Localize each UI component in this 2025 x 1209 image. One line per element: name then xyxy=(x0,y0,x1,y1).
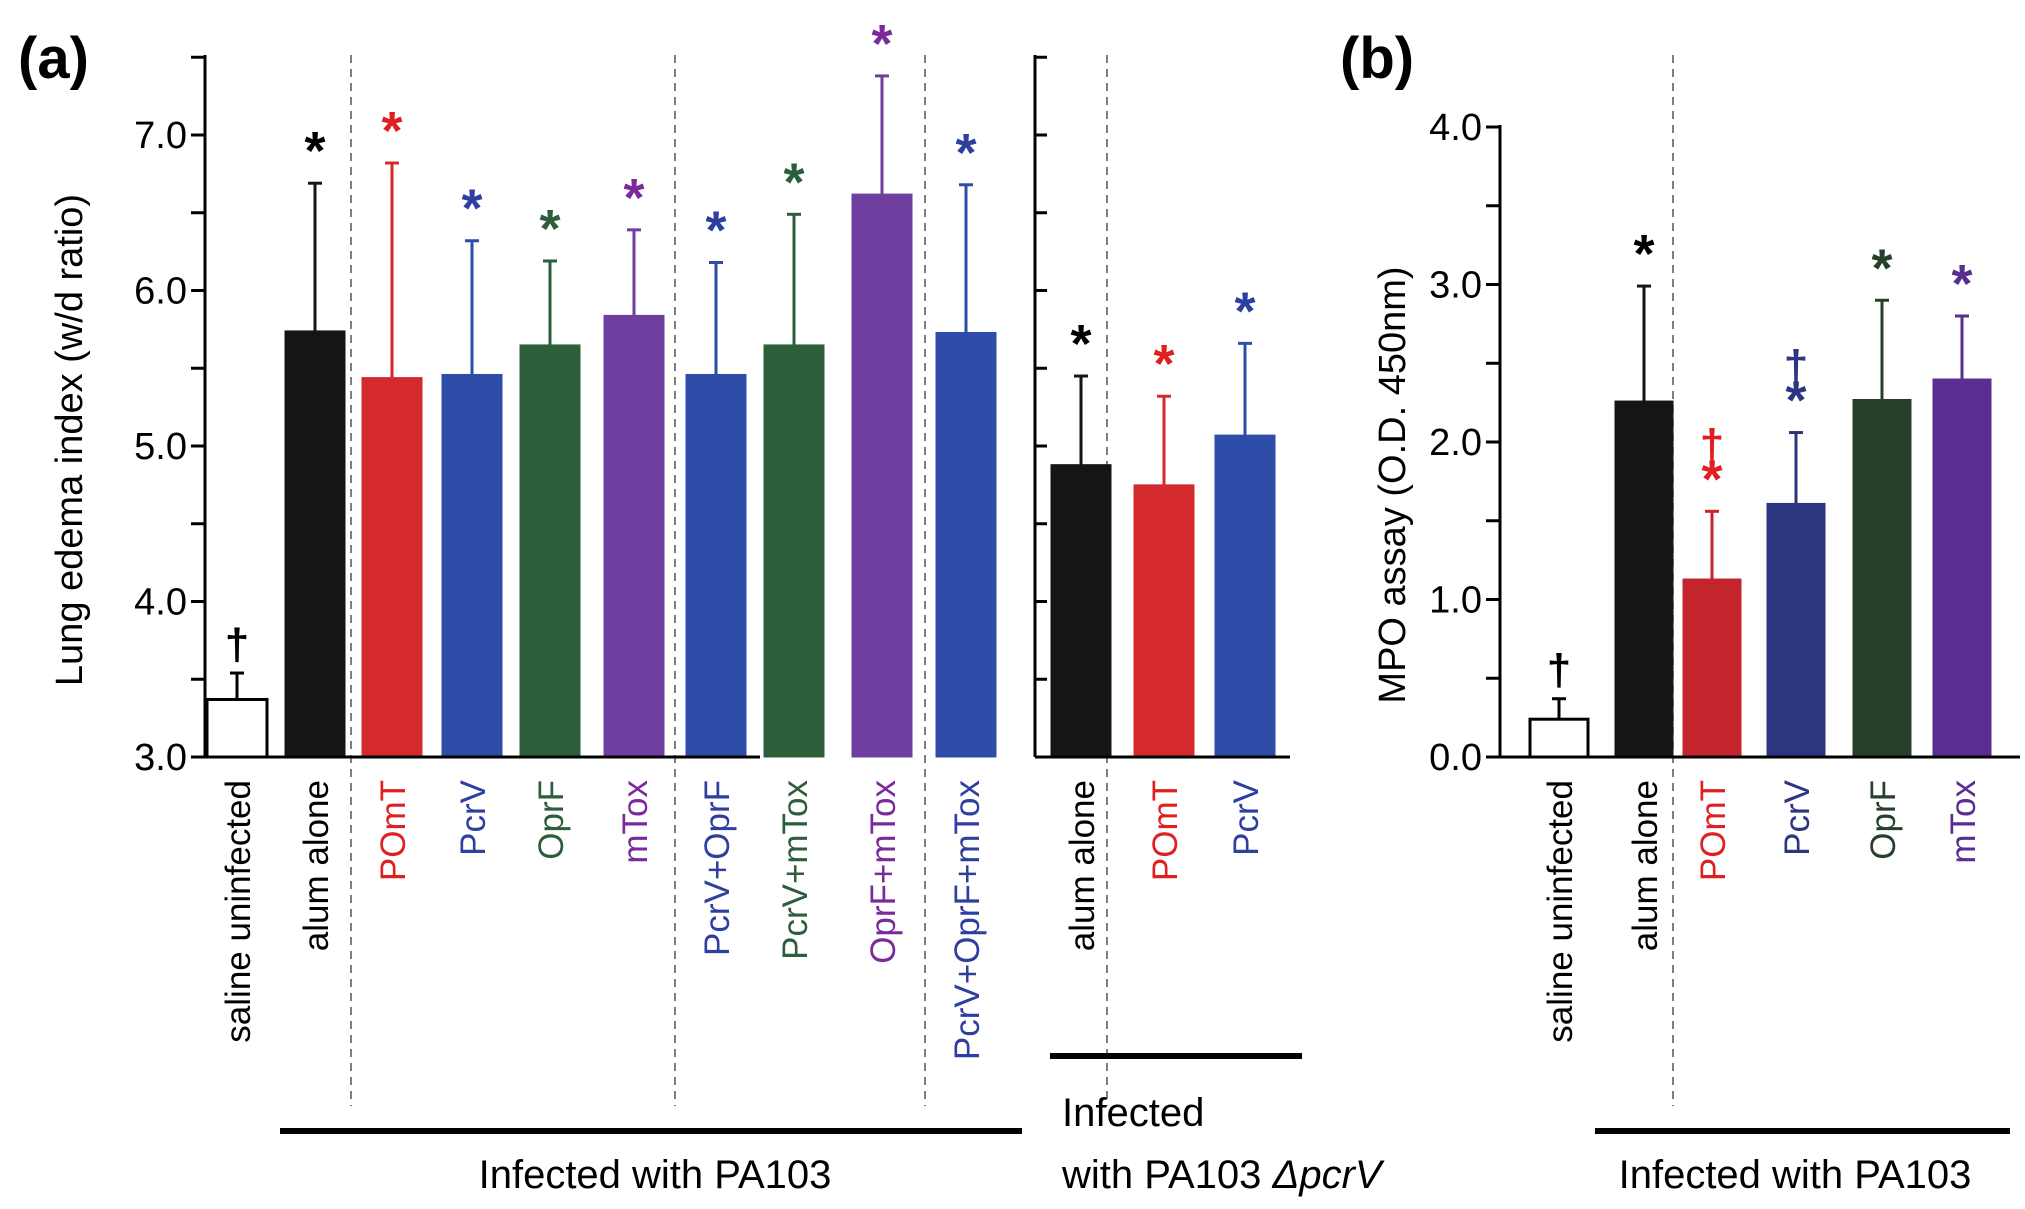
panel-a-bar xyxy=(284,330,346,758)
panel-a-significance-marker: * xyxy=(705,201,726,261)
panel-b-y-tick-label: 0.0 xyxy=(1429,737,1482,779)
panel-b-bar xyxy=(1614,400,1674,758)
panel-a-category-label: PcrV+OprF xyxy=(698,780,737,956)
panel-a-category-label: mTox xyxy=(616,780,655,864)
panel-b-significance-marker: * xyxy=(1951,254,1972,314)
panel-b-category-label: POmT xyxy=(1694,780,1733,881)
panel-b-y-tick-label: 2.0 xyxy=(1429,422,1482,464)
panel-a-dagger-marker: † xyxy=(225,620,249,669)
panel-a-category-label: PcrV xyxy=(1227,779,1266,856)
panel-a-category-label: alum alone xyxy=(297,780,336,951)
panel-b-plot: †saline uninfected*alum alone*†POmT*†Pcr… xyxy=(1429,55,2020,1106)
panel-a-bar xyxy=(1214,434,1276,758)
panel-a-category-label: PcrV+mTox xyxy=(776,780,815,960)
panel-a-significance-marker: * xyxy=(381,101,402,161)
panel-a-category-label: POmT xyxy=(374,780,413,881)
panel-a-category-label: PcrV+OprF+mTox xyxy=(948,780,987,1061)
panel-a-category-label: OprF xyxy=(532,780,571,860)
panel-b-bar xyxy=(1932,378,1992,758)
panel-b-bar xyxy=(1528,717,1590,759)
panel-a-bar xyxy=(441,373,503,758)
panel-b-dagger-marker: † xyxy=(1547,646,1571,695)
panel-b-significance-marker: * xyxy=(1871,238,1892,298)
panel-b-dagger-marker: † xyxy=(1784,342,1808,391)
panel-a-bar xyxy=(205,697,269,759)
panel-a-significance-marker: * xyxy=(1070,314,1091,374)
panel-a-category-label: alum alone xyxy=(1063,780,1102,951)
panel-a-bar xyxy=(1133,484,1195,758)
panel-a-bar xyxy=(851,193,913,758)
panel-b-significance-marker: * xyxy=(1785,371,1806,431)
panel-a-bar xyxy=(1050,464,1112,758)
panel-b-category-label: alum alone xyxy=(1626,780,1665,951)
panel-b-ylabel: MPO assay (O.D. 450nm) xyxy=(1372,266,1414,703)
panel-a-y-tick-label: 6.0 xyxy=(134,271,187,313)
panel-b-dagger-marker: † xyxy=(1700,420,1724,469)
panel-a-plot: † saline uninfected * alum alone * POmT * PcrV *… xyxy=(134,14,1290,1106)
panel-a-significance-marker: * xyxy=(955,123,976,183)
panel-b-bar xyxy=(1766,502,1826,758)
panel-a-bar xyxy=(935,331,997,758)
panel-a-group-label-1: Infected with PA103 xyxy=(479,1153,832,1197)
panel-b-significance-marker: * xyxy=(1633,224,1654,284)
panel-a-bar xyxy=(763,344,825,758)
panel-a-bar xyxy=(685,373,747,758)
panel-a-significance-marker: * xyxy=(1234,281,1255,341)
panel-a-significance-marker: * xyxy=(1153,334,1174,394)
panel-a-group-label-2: Infected xyxy=(1062,1091,1204,1135)
panel-b-category-label: saline uninfected xyxy=(1541,780,1580,1043)
panel-b-bar xyxy=(1852,398,1912,758)
group-label-strain: with PA103 xyxy=(1061,1153,1273,1197)
panel-a-y-tick-label: 4.0 xyxy=(134,582,187,624)
panel-b-y-tick-label: 3.0 xyxy=(1429,265,1482,307)
panel-a-significance-marker: * xyxy=(461,179,482,239)
panel-b-label: (b) xyxy=(1340,26,1414,91)
panel-a-significance-marker: * xyxy=(623,168,644,228)
panel-a-group-label-3: with PA103 ΔpcrV xyxy=(1061,1153,1385,1197)
panel-a-significance-marker: * xyxy=(783,152,804,212)
panel-a-y-tick-label: 5.0 xyxy=(134,426,187,468)
panel-b-category-label: OprF xyxy=(1864,780,1903,860)
panel-b-bar xyxy=(1682,578,1742,758)
panel-a-label: (a) xyxy=(18,26,89,91)
panel-b-y-tick-label: 4.0 xyxy=(1429,107,1482,149)
panel-b-group-label: Infected with PA103 xyxy=(1619,1153,1972,1197)
panel-a-bar xyxy=(603,314,665,758)
panel-b-category-label: mTox xyxy=(1944,780,1983,864)
panel-a-category-label: PcrV xyxy=(454,779,493,856)
group-label-mutant: ΔpcrV xyxy=(1272,1153,1385,1197)
panel-b-category-label: PcrV xyxy=(1778,779,1817,856)
panel-a-ylabel: Lung edema index (w/d ratio) xyxy=(49,194,91,686)
panel-a-category-label: OprF+mTox xyxy=(864,780,903,964)
panel-a-significance-marker: * xyxy=(304,121,325,181)
panel-a-y-tick-label: 3.0 xyxy=(134,737,187,779)
panel-a-significance-marker: * xyxy=(539,199,560,259)
panel-b-y-tick-label: 1.0 xyxy=(1429,580,1482,622)
panel-a-category-label: POmT xyxy=(1146,780,1185,881)
panel-a-y-tick-label: 7.0 xyxy=(134,115,187,157)
panel-a-bar xyxy=(361,377,423,758)
panel-a-category-label: saline uninfected xyxy=(219,780,258,1043)
panel-a-bar xyxy=(519,344,581,758)
panel-a-significance-marker: * xyxy=(871,14,892,74)
panel-b-significance-marker: * xyxy=(1701,449,1722,509)
